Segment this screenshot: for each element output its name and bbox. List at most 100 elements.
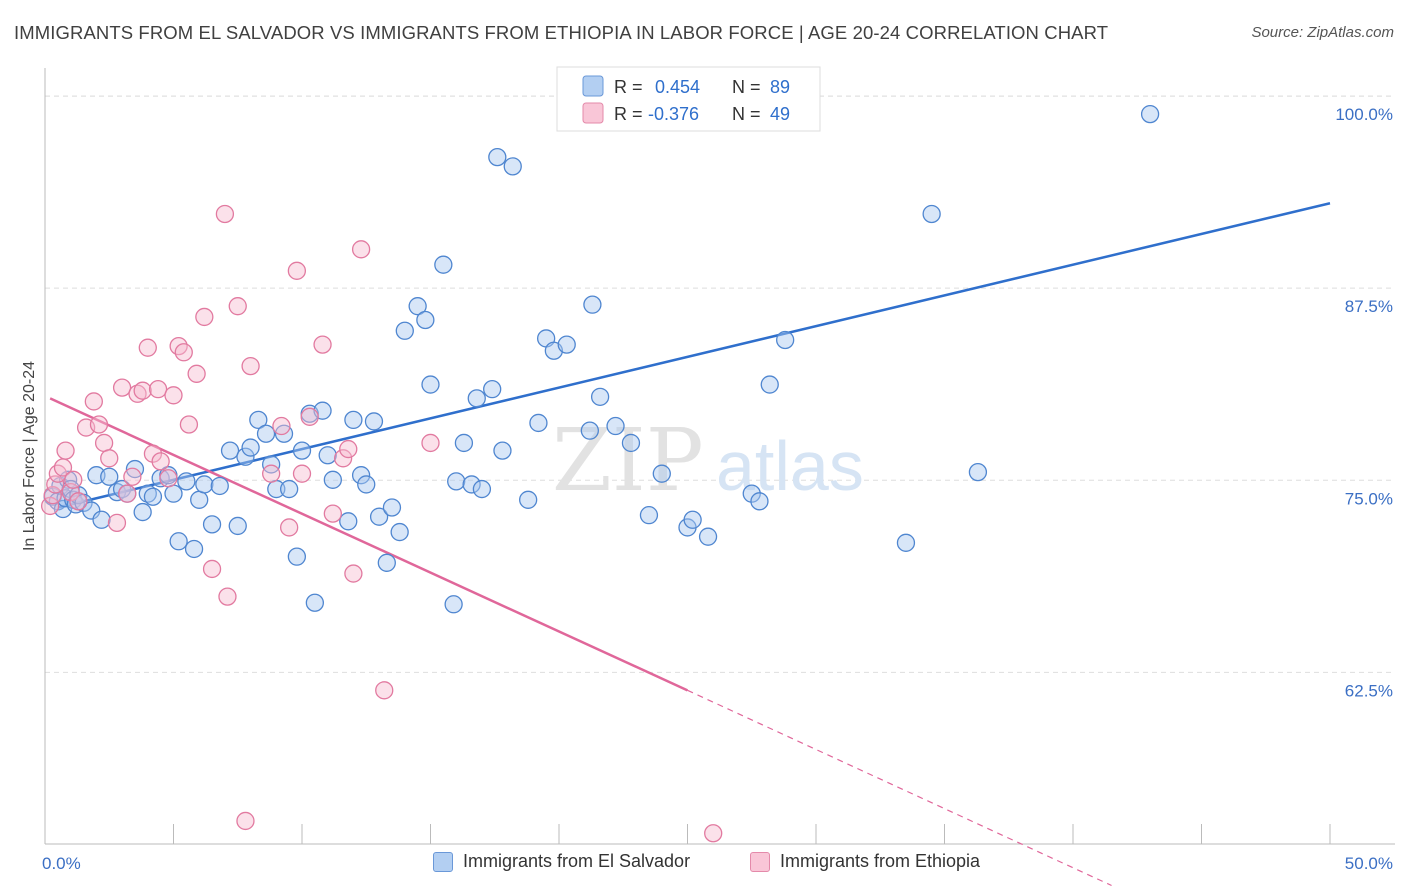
point-el-salvador-13 — [92, 510, 111, 529]
point-ethiopia-45 — [344, 564, 363, 583]
point-el-salvador-64 — [447, 472, 466, 491]
point-el-salvador-14 — [100, 467, 119, 486]
point-el-salvador-61 — [421, 375, 440, 394]
point-ethiopia-30 — [195, 307, 214, 327]
point-el-salvador-49 — [339, 512, 358, 531]
point-el-salvador-77 — [557, 335, 576, 354]
point-ethiopia-43 — [333, 449, 353, 468]
legend-n-value-blue: 89 — [770, 77, 790, 97]
point-ethiopia-39 — [292, 464, 312, 483]
point-el-salvador-96 — [1140, 104, 1160, 124]
legend-r-value-blue: 0.454 — [655, 77, 700, 97]
watermark-zip: ZIP — [552, 411, 704, 511]
trend-line-ethiopia — [49, 397, 689, 692]
point-ethiopia-37 — [279, 518, 299, 537]
point-ethiopia-34 — [241, 356, 260, 376]
point-ethiopia-22 — [148, 380, 168, 399]
x-tick-label-1: 50.0% — [1345, 854, 1393, 873]
axes — [44, 68, 1395, 845]
point-el-salvador-53 — [364, 412, 384, 431]
point-ethiopia-5 — [56, 441, 75, 460]
legend-swatch-pink — [582, 102, 604, 124]
point-el-salvador-28 — [190, 490, 209, 509]
point-el-salvador-45 — [305, 593, 325, 612]
point-el-salvador-91 — [760, 375, 779, 394]
y-tick-label-0: 100.0% — [1335, 105, 1393, 124]
point-ethiopia-23 — [151, 452, 170, 471]
point-ethiopia-35 — [262, 464, 281, 483]
point-el-salvador-65 — [454, 433, 474, 453]
point-el-salvador-62 — [434, 255, 453, 274]
y-axis-label: In Labor Force | Age 20-24 — [21, 361, 38, 551]
point-el-salvador-30 — [202, 515, 222, 534]
point-ethiopia-46 — [351, 240, 371, 259]
point-el-salvador-84 — [639, 506, 659, 525]
watermark: ZIP atlas — [552, 411, 864, 511]
series-swatch-blue — [433, 851, 453, 872]
point-el-salvador-35 — [241, 438, 260, 457]
series-legend-label-ethiopia: Immigrants from Ethiopia — [780, 851, 981, 871]
point-el-salvador-89 — [742, 484, 761, 503]
point-el-salvador-74 — [529, 413, 548, 433]
point-ethiopia-13 — [100, 449, 119, 468]
trend-lines — [49, 202, 1331, 887]
point-ethiopia-10 — [84, 392, 103, 411]
trend-line-ethiopia-extension — [687, 689, 1112, 887]
point-el-salvador-37 — [256, 424, 276, 443]
point-el-salvador-73 — [519, 490, 538, 509]
trend-line-el-salvador — [57, 202, 1331, 509]
series-swatch-pink — [750, 851, 770, 872]
y-tick-label-2: 75.0% — [1345, 489, 1393, 508]
point-el-salvador-95 — [968, 462, 988, 482]
point-ethiopia-21 — [143, 444, 163, 463]
point-ethiopia-42 — [323, 504, 342, 523]
point-ethiopia-25 — [164, 386, 183, 405]
point-ethiopia-17 — [123, 467, 142, 486]
point-ethiopia-40 — [300, 407, 319, 426]
series-legend-item-ethiopia: Immigrants from Ethiopia — [750, 851, 980, 872]
point-ethiopia-28 — [179, 415, 199, 434]
point-ethiopia-2 — [46, 475, 65, 494]
x-tick-label-0: 0.0% — [42, 854, 81, 873]
y-tick-label-1: 87.5% — [1345, 297, 1393, 316]
point-el-salvador-88 — [698, 527, 718, 546]
point-ethiopia-11 — [89, 415, 109, 434]
point-ethiopia-33 — [228, 297, 247, 316]
point-el-salvador-71 — [493, 441, 512, 460]
point-el-salvador-66 — [462, 475, 481, 494]
point-el-salvador-36 — [249, 410, 268, 430]
point-ethiopia-16 — [118, 484, 137, 503]
legend-n-label-blue: N = — [732, 77, 761, 97]
series-legend-item-el-salvador: Immigrants from El Salvador — [433, 851, 690, 872]
chart-title: IMMIGRANTS FROM EL SALVADOR VS IMMIGRANT… — [14, 22, 1109, 43]
point-el-salvador-63 — [444, 595, 463, 614]
point-el-salvador-54 — [369, 507, 389, 526]
point-ethiopia-31 — [202, 559, 222, 579]
point-ethiopia-51 — [236, 811, 255, 831]
point-el-salvador-94 — [922, 204, 941, 224]
point-el-salvador-93 — [896, 533, 916, 552]
point-el-salvador-60 — [416, 310, 435, 330]
point-el-salvador-11 — [82, 501, 101, 520]
point-el-salvador-42 — [287, 547, 307, 566]
legend-r-label-pink: R = — [614, 104, 643, 124]
series-legend-label-el-salvador: Immigrants from El Salvador — [463, 851, 691, 871]
point-ethiopia-18 — [128, 384, 147, 403]
point-el-salvador-68 — [472, 479, 492, 499]
point-ethiopia-29 — [187, 364, 206, 383]
point-el-salvador-51 — [351, 466, 371, 485]
point-el-salvador-58 — [395, 321, 414, 340]
legend-n-label-pink: N = — [732, 104, 761, 124]
point-el-salvador-26 — [177, 472, 196, 491]
point-el-salvador-34 — [236, 447, 255, 466]
source-label: Source: ZipAtlas.com — [1251, 24, 1394, 41]
point-el-salvador-57 — [390, 522, 409, 542]
legend-swatch-blue — [582, 75, 604, 97]
point-ethiopia-14 — [107, 513, 127, 532]
point-el-salvador-59 — [408, 297, 427, 316]
point-el-salvador-55 — [377, 553, 396, 572]
point-el-salvador-52 — [357, 475, 376, 494]
point-el-salvador-80 — [583, 295, 602, 314]
point-el-salvador-19 — [133, 502, 152, 522]
